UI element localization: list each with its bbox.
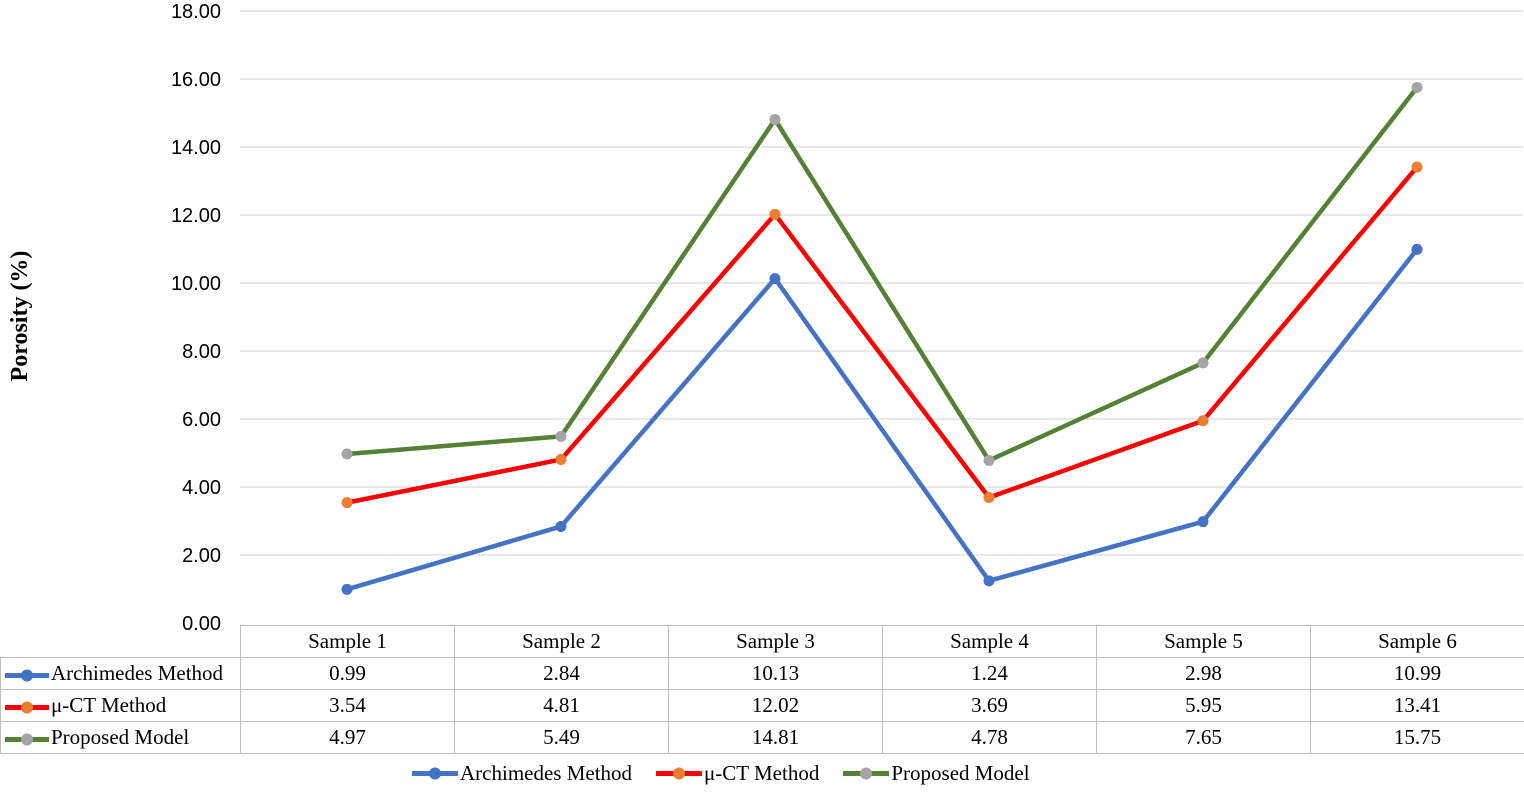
legend-item-label: Archimedes Method bbox=[460, 760, 633, 785]
row-header-label: Archimedes Method bbox=[51, 661, 224, 685]
data-point-marker bbox=[1411, 243, 1423, 255]
value-cell: 7.65 bbox=[1096, 721, 1311, 754]
legend-item-label: μ-CT Method bbox=[704, 760, 820, 785]
series-marker-icon bbox=[5, 701, 49, 714]
table-header-row: Sample 1 Sample 2 Sample 3 Sample 4 Sample 5… bbox=[1, 625, 1524, 658]
data-point-marker bbox=[769, 113, 781, 125]
column-header: Sample 1 bbox=[240, 625, 455, 658]
y-axis-tick-label: 4.00 bbox=[182, 477, 221, 499]
value-cell: 2.84 bbox=[454, 657, 669, 690]
data-point-marker bbox=[769, 208, 781, 220]
y-axis-tick-label: 12.00 bbox=[171, 205, 221, 227]
value-cell: 12.02 bbox=[668, 689, 883, 722]
value-cell: 4.81 bbox=[454, 689, 669, 722]
row-header: Archimedes Method bbox=[0, 657, 241, 690]
series-marker-icon bbox=[412, 767, 458, 779]
row-header: μ-CT Method bbox=[0, 689, 241, 722]
data-point-marker bbox=[555, 520, 567, 532]
data-point-marker bbox=[1411, 161, 1423, 173]
data-point-marker bbox=[341, 448, 353, 460]
row-header: Proposed Model bbox=[0, 721, 241, 754]
column-header: Sample 3 bbox=[668, 625, 883, 658]
y-axis-title: Porosity (%) bbox=[7, 251, 33, 382]
value-cell: 14.81 bbox=[668, 721, 883, 754]
series-marker-icon bbox=[656, 767, 703, 779]
legend-item-label: Proposed Model bbox=[891, 760, 1030, 785]
value-cell: 3.54 bbox=[240, 689, 455, 722]
data-point-marker bbox=[983, 575, 995, 587]
y-axis-tick-label: 18.00 bbox=[171, 1, 221, 23]
column-header: Sample 2 bbox=[454, 625, 669, 658]
value-cell: 10.99 bbox=[1310, 657, 1524, 690]
y-axis-tick-label: 0.00 bbox=[182, 613, 221, 635]
value-cell: 5.49 bbox=[454, 721, 669, 754]
chart-data-table: Sample 1 Sample 2 Sample 3 Sample 4 Sample 5… bbox=[0, 625, 1524, 754]
series-line-2 bbox=[344, 85, 1420, 463]
value-cell: 4.78 bbox=[882, 721, 1097, 754]
series-marker-icon bbox=[843, 767, 890, 779]
y-axis-tick-label: 14.00 bbox=[171, 137, 221, 159]
value-cell: 3.69 bbox=[882, 689, 1097, 722]
data-point-marker bbox=[555, 430, 567, 442]
series-marker-icon bbox=[5, 669, 49, 682]
column-header: Sample 5 bbox=[1096, 625, 1311, 658]
data-point-marker bbox=[983, 492, 995, 504]
value-cell: 5.95 bbox=[1096, 689, 1311, 722]
table-row: Archimedes Method 0.99 2.84 10.13 1.24 2.98 10… bbox=[0, 657, 1524, 690]
series-line-1 bbox=[344, 164, 1420, 505]
data-point-marker bbox=[341, 497, 353, 509]
data-point-marker bbox=[1411, 82, 1423, 93]
data-point-marker bbox=[769, 273, 781, 285]
y-axis-tick-label: 8.00 bbox=[182, 341, 221, 363]
y-axis-tick-label: 10.00 bbox=[171, 273, 221, 295]
value-cell: 2.98 bbox=[1096, 657, 1311, 690]
y-axis-tick-label: 2.00 bbox=[182, 545, 221, 567]
value-cell: 1.24 bbox=[882, 657, 1097, 690]
chart-legend: Archimedes Method μ-CT Method Proposed Mod… bbox=[412, 756, 1030, 790]
legend-item: μ-CT Method bbox=[656, 761, 819, 786]
series-line-0 bbox=[344, 247, 1420, 592]
row-header-label: μ-CT Method bbox=[51, 693, 167, 717]
legend-item: Archimedes Method bbox=[412, 761, 632, 786]
column-header: Sample 4 bbox=[882, 625, 1097, 658]
data-point-marker bbox=[1197, 357, 1209, 369]
data-point-marker bbox=[555, 453, 567, 465]
data-point-marker bbox=[341, 583, 353, 595]
value-cell: 10.13 bbox=[668, 657, 883, 690]
y-axis-tick-label: 16.00 bbox=[171, 69, 221, 91]
legend-item: Proposed Model bbox=[843, 760, 1030, 786]
value-cell: 13.41 bbox=[1310, 689, 1524, 722]
value-cell: 4.97 bbox=[240, 721, 455, 754]
table-row: μ-CT Method 3.54 4.81 12.02 3.69 5.95 13.41 bbox=[0, 689, 1524, 722]
table-stub-cell bbox=[1, 626, 241, 658]
column-header: Sample 6 bbox=[1310, 625, 1524, 658]
value-cell: 0.99 bbox=[240, 657, 455, 690]
table-row: Proposed Model 4.97 5.49 14.81 4.78 7.65 15.75 bbox=[0, 721, 1524, 754]
data-point-marker bbox=[1197, 516, 1209, 528]
row-header-label: Proposed Model bbox=[51, 725, 190, 749]
y-axis-tick-label: 6.00 bbox=[182, 409, 221, 431]
series-marker-icon bbox=[5, 733, 49, 746]
value-cell: 15.75 bbox=[1310, 721, 1524, 754]
data-point-marker bbox=[983, 454, 995, 466]
data-point-marker bbox=[1197, 415, 1209, 427]
